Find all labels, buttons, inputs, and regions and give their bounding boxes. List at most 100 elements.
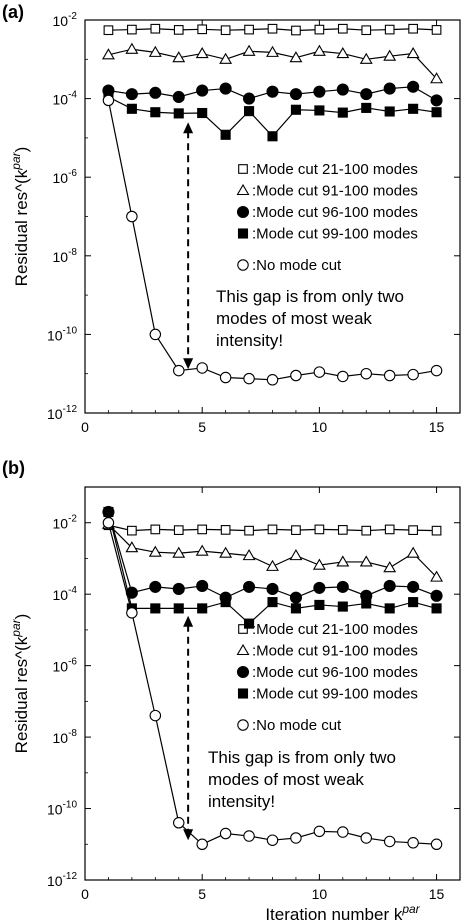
data-point <box>197 24 208 35</box>
legend-label: :Mode cut 21-100 modes <box>252 161 418 178</box>
legend-label: :Mode cut 96-100 modes <box>252 204 418 221</box>
data-point <box>220 597 231 608</box>
legend-label: :Mode cut 21-100 modes <box>252 621 418 638</box>
data-point <box>149 328 162 341</box>
legend-marker <box>238 164 248 174</box>
data-point <box>266 582 279 596</box>
data-point <box>289 549 303 561</box>
y-tick-label: 10-10 <box>47 800 77 818</box>
gap-arrow <box>183 122 194 370</box>
legend-entry: :No mode cut <box>237 257 342 274</box>
data-point <box>196 84 209 97</box>
data-point <box>172 582 185 596</box>
gap-arrow-head-down <box>183 358 194 370</box>
data-point <box>384 603 395 614</box>
data-point <box>336 580 349 593</box>
legend-marker <box>238 624 248 634</box>
data-point <box>408 103 419 114</box>
series-circle-filled <box>102 505 443 604</box>
data-point <box>148 45 162 57</box>
data-point <box>172 90 185 104</box>
data-point <box>289 88 302 101</box>
data-point <box>101 48 115 60</box>
data-point <box>314 599 325 610</box>
gap-arrow <box>183 615 194 841</box>
data-point <box>290 603 301 614</box>
data-point <box>244 106 255 117</box>
data-point <box>313 581 326 594</box>
gap-arrow-head-up <box>183 122 194 134</box>
data-point <box>408 597 419 608</box>
legend-entry: :Mode cut 96-100 modes <box>236 664 418 681</box>
data-point <box>313 825 326 838</box>
data-point <box>243 372 255 385</box>
data-point <box>173 25 184 35</box>
y-tick-label: 10-12 <box>47 871 77 889</box>
data-point <box>102 516 115 529</box>
data-point <box>431 525 442 536</box>
gap-arrow-head-down <box>183 829 194 841</box>
data-point <box>150 603 161 614</box>
data-point <box>150 23 161 34</box>
y-tick-label: 10-4 <box>53 585 78 603</box>
legend-label: :Mode cut 99-100 modes <box>252 686 418 703</box>
data-point <box>430 570 444 582</box>
data-point <box>337 23 348 34</box>
data-point <box>314 524 325 535</box>
data-point <box>406 546 420 558</box>
data-point <box>336 555 350 567</box>
data-point <box>313 85 326 98</box>
data-point <box>383 579 396 592</box>
legend-marker <box>236 183 250 196</box>
data-point <box>150 107 161 118</box>
series-circle-open <box>102 516 443 851</box>
legend-marker <box>237 688 249 699</box>
data-point <box>219 371 232 384</box>
data-point <box>127 24 137 35</box>
data-point <box>243 830 255 842</box>
legend-entry: :Mode cut 96-100 modes <box>236 204 418 221</box>
data-point <box>361 102 372 113</box>
data-point <box>242 549 256 561</box>
legend-entry: :Mode cut 21-100 modes <box>238 161 418 178</box>
data-point <box>361 25 372 36</box>
legend-marker <box>236 665 250 679</box>
data-point <box>361 525 372 536</box>
data-point <box>127 525 137 536</box>
legend-label: :Mode cut 99-100 modes <box>252 226 418 243</box>
x-tick-label: 0 <box>81 886 89 902</box>
series-circle-filled <box>102 80 443 107</box>
panel-label: (a) <box>2 2 24 22</box>
data-point <box>195 46 209 59</box>
x-axis-label: Iteration number kpar <box>265 902 420 922</box>
data-point <box>408 23 418 34</box>
chart-panel-2: (b) 0 5 10 15 10-2 10-4 10-6 10-8 10-10 10-12 Resid… <box>2 458 461 922</box>
data-point <box>126 607 138 619</box>
data-point <box>173 603 184 614</box>
y-axis-label: Residual res^(kpar) <box>9 614 31 754</box>
data-point <box>360 88 373 101</box>
annotation-text: This gap is from only two <box>208 748 396 767</box>
data-point <box>291 25 301 36</box>
gap-arrow-head-up <box>183 615 194 627</box>
data-point <box>430 72 444 84</box>
data-point <box>267 524 278 535</box>
legend-label: :No mode cut <box>252 717 342 734</box>
y-tick-label: 10-2 <box>53 11 78 29</box>
data-point <box>173 108 184 119</box>
plot-frame <box>84 486 461 881</box>
x-tick-label: 5 <box>198 419 206 435</box>
data-point <box>383 835 396 848</box>
data-point <box>243 92 256 105</box>
data-point <box>290 832 302 844</box>
data-point <box>219 827 232 840</box>
x-tick-label: 15 <box>429 886 445 902</box>
data-point <box>360 832 372 844</box>
data-point <box>219 82 232 95</box>
x-tick-label: 5 <box>198 886 206 902</box>
data-point <box>359 555 373 567</box>
series-triangle-open <box>101 517 444 582</box>
data-point <box>103 506 114 518</box>
data-point <box>312 558 326 570</box>
